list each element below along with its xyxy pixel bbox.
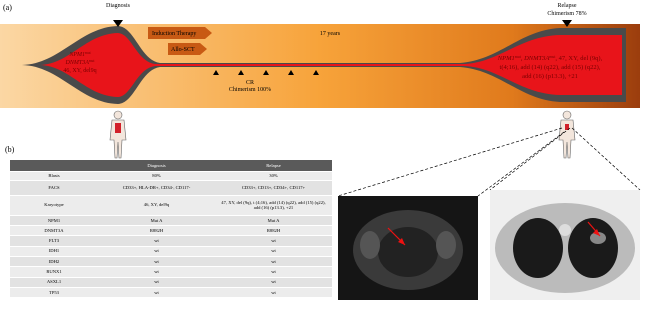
annotation-line: DNMT3Amut [65,59,95,66]
annotation-line: NPM1mut, DNMT3Amut, 47, XY, del (9q), [497,55,603,62]
annotation-text: , [521,55,524,62]
allo-label: Allo-SCT [171,47,195,53]
header-cell: Relapse [215,160,332,172]
table-cell: wt [215,256,332,268]
annotation-line: 46, XY, del9q [63,68,96,74]
relapse-chimerism: Chimerism 78% [547,11,586,17]
arrow [168,43,207,55]
duration: 17 years [320,31,341,37]
table-cell: wt [98,266,215,278]
annotation-text: NPM1 [497,55,515,62]
cr-triangles [213,70,319,75]
table-row: DNMT3A R882H R882H [10,225,332,237]
table-row: RUNX1 wt wt [10,266,332,278]
patient-figure [558,110,576,159]
table-cell: FACS [10,180,98,196]
table-row: Karyotype 46, XY, del9q 47, XY, del (9q), … [10,195,332,216]
table-cell: CD33+, HLA-DR+, CD34-, CD117- [98,180,215,196]
table-cell: 47, XY, del (9q), t (4;16), add (14) (q2… [215,195,332,216]
table-row: TP53 wt wt [10,287,332,299]
table-cell: wt [215,235,332,247]
comparison-table: Diagnosis Relapse Blasts 80% 30% FACS CD33+, H… [10,160,332,299]
table-row: IDH1 wt wt [10,246,332,257]
annotation-text: add (16) (p13.3), +21 [522,73,578,80]
zoom-lines [337,127,641,197]
table-row: NPM1 Mut A Mut A [10,215,332,227]
annotation-line: NPM1mut [68,51,90,58]
table-cell: wt [98,235,215,247]
annotation-text: mut [515,55,522,59]
table-cell: NPM1 [10,215,98,227]
annotation-text: NPM1 [68,52,85,58]
annotation-text: mut [89,59,95,63]
table-cell: wt [215,246,332,257]
table-row: ASXL1 wt wt [10,277,332,288]
table-cell: wt [215,287,332,299]
table-cell: R882H [215,225,332,237]
marker [113,20,123,27]
annotation-text: mut [549,55,556,59]
table-cell: Mut A [215,215,332,227]
annotation-line: t(4;16), add (14) (q22), add (15) (q22), [500,64,601,71]
table-cell: 46, XY, del9q [98,195,215,216]
annotation-text: DNMT3A [523,55,549,62]
table-cell: Karyotype [10,195,98,216]
table-row: FLT3 wt wt [10,235,332,247]
right-annotation: NPM1mut, DNMT3Amut, 47, XY, del (9q),t(4… [497,55,603,80]
table-cell: FLT3 [10,235,98,247]
table-cell: Mut A [98,215,215,227]
relapse-label: Relapse [558,3,577,9]
table-cell: IDH2 [10,256,98,268]
table-cell: Blasts [10,171,98,181]
table-cell: 30% [215,171,332,181]
table-cell: R882H [98,225,215,237]
table-cell: wt [98,287,215,299]
table-row: IDH2 wt wt [10,256,332,268]
blast-shape [40,33,622,97]
table-cell: RUNX1 [10,266,98,278]
annotation-text: 46, XY, del9q [63,68,96,74]
marker [562,20,572,27]
arrow [148,27,212,39]
diagnosis-label: Diagnosis [106,3,131,9]
cr-label: CR [246,80,254,86]
table-cell: wt [215,277,332,288]
table-cell: DNMT3A [10,225,98,237]
table-cell: wt [98,277,215,288]
table-cell: TP53 [10,287,98,299]
table-row: Blasts 80% 30% [10,171,332,181]
ct-image [490,190,640,300]
mri-image [338,196,478,300]
annotation-text: t(4;16), add (14) (q22), add (15) (q22), [500,64,601,71]
induction-label: Induction Therapy [152,31,196,37]
patient-figure [109,110,127,159]
annotation-text: mut [85,51,91,55]
table-cell: CD33+, CD13+, CD34+, CD117+ [215,180,332,196]
table-cell: wt [98,246,215,257]
annotation-text: DNMT3A [65,60,90,66]
table-cell: wt [215,266,332,278]
panel-label: (a) [3,3,12,12]
panel-label: (b) [5,145,15,154]
cr-chimerism: Chimerism 100% [229,87,271,93]
header-cell [10,160,98,172]
table-row: FACS CD33+, HLA-DR+, CD34-, CD117- CD33+, … [10,180,332,196]
table-cell: ASXL1 [10,277,98,288]
table-cell: IDH1 [10,246,98,257]
table-header: Diagnosis Relapse [10,160,332,172]
header-cell: Diagnosis [98,160,215,172]
annotation-line: add (16) (p13.3), +21 [522,73,578,80]
table-cell: wt [98,256,215,268]
table-cell: 80% [98,171,215,181]
annotation-text: , 47, XY, del (9q), [555,55,602,62]
